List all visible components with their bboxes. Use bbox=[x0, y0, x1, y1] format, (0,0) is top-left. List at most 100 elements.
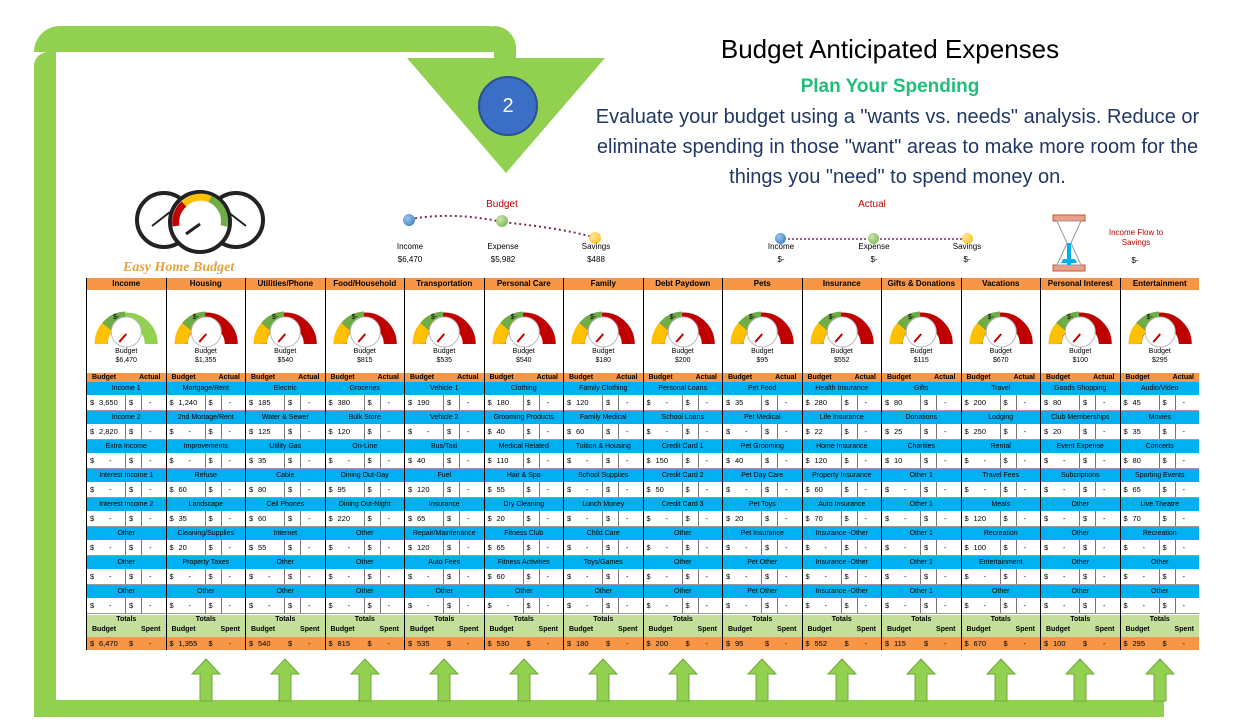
line-item-values[interactable]: $ 1,240 $ - bbox=[166, 395, 245, 411]
actual-amount[interactable]: - bbox=[944, 398, 947, 407]
budget-amount[interactable]: 120 bbox=[337, 427, 351, 436]
actual-amount[interactable]: - bbox=[626, 398, 629, 407]
line-item-values[interactable]: $ 80 $ - bbox=[882, 395, 961, 411]
actual-amount[interactable]: - bbox=[864, 456, 868, 465]
line-item-values[interactable]: $ 95 $ - bbox=[325, 482, 404, 498]
budget-amount[interactable]: 40 bbox=[417, 456, 426, 465]
actual-amount[interactable]: - bbox=[785, 572, 788, 581]
budget-amount[interactable]: 60 bbox=[258, 514, 267, 523]
budget-amount[interactable]: - bbox=[586, 601, 589, 610]
budget-amount[interactable]: - bbox=[347, 456, 351, 465]
line-item-values[interactable]: $ - $ - bbox=[961, 569, 1040, 585]
actual-amount[interactable]: - bbox=[546, 456, 550, 465]
budget-amount[interactable]: - bbox=[427, 601, 430, 610]
budget-amount[interactable]: - bbox=[586, 514, 589, 523]
actual-amount[interactable]: - bbox=[387, 601, 391, 610]
line-item-values[interactable]: $ 20 $ - bbox=[1041, 424, 1120, 440]
budget-amount[interactable]: - bbox=[1063, 485, 1066, 494]
actual-amount[interactable]: - bbox=[1182, 514, 1186, 523]
actual-amount[interactable]: - bbox=[944, 514, 947, 523]
actual-amount[interactable]: - bbox=[387, 514, 391, 523]
line-item-values[interactable]: $ 200 $ - bbox=[961, 395, 1040, 411]
actual-amount[interactable]: - bbox=[308, 543, 311, 552]
budget-amount[interactable]: - bbox=[347, 572, 351, 581]
budget-amount[interactable]: 220 bbox=[337, 514, 351, 523]
line-item-values[interactable]: $ - $ - bbox=[325, 598, 404, 614]
actual-amount[interactable]: - bbox=[149, 427, 152, 436]
budget-amount[interactable]: - bbox=[109, 572, 112, 581]
budget-amount[interactable]: - bbox=[745, 572, 748, 581]
actual-amount[interactable]: - bbox=[626, 456, 629, 465]
actual-amount[interactable]: - bbox=[467, 398, 470, 407]
actual-amount[interactable]: - bbox=[149, 398, 152, 407]
actual-amount[interactable]: - bbox=[308, 456, 311, 465]
line-item-values[interactable]: $ - $ - bbox=[564, 540, 643, 556]
line-item-values[interactable]: $ 110 $ - bbox=[484, 453, 563, 469]
budget-amount[interactable]: - bbox=[586, 572, 589, 581]
budget-amount[interactable]: - bbox=[1063, 514, 1066, 523]
actual-amount[interactable]: - bbox=[1182, 456, 1186, 465]
budget-amount[interactable]: 50 bbox=[655, 485, 664, 494]
actual-amount[interactable]: - bbox=[546, 398, 550, 407]
actual-amount[interactable]: - bbox=[1182, 601, 1186, 610]
budget-amount[interactable]: 20 bbox=[178, 543, 187, 552]
line-item-values[interactable]: $ - $ - bbox=[643, 424, 722, 440]
line-item-values[interactable]: $ - $ - bbox=[643, 598, 722, 614]
budget-amount[interactable]: 120 bbox=[973, 514, 987, 523]
line-item-values[interactable]: $ 220 $ - bbox=[325, 511, 404, 527]
actual-amount[interactable]: - bbox=[308, 601, 311, 610]
budget-amount[interactable]: - bbox=[824, 601, 828, 610]
actual-amount[interactable]: - bbox=[308, 485, 311, 494]
actual-amount[interactable]: - bbox=[387, 485, 391, 494]
budget-amount[interactable]: 20 bbox=[496, 514, 505, 523]
actual-amount[interactable]: - bbox=[1023, 427, 1027, 436]
budget-amount[interactable]: 80 bbox=[1053, 398, 1062, 407]
actual-amount[interactable]: - bbox=[149, 543, 152, 552]
actual-amount[interactable]: - bbox=[1103, 398, 1106, 407]
actual-amount[interactable]: - bbox=[785, 485, 788, 494]
line-item-values[interactable]: $ 380 $ - bbox=[325, 395, 404, 411]
budget-amount[interactable]: 180 bbox=[496, 398, 510, 407]
line-item-values[interactable]: $ - $ - bbox=[1041, 453, 1120, 469]
actual-amount[interactable]: - bbox=[1103, 572, 1106, 581]
line-item-values[interactable]: $ 35 $ - bbox=[166, 511, 245, 527]
actual-amount[interactable]: - bbox=[228, 601, 232, 610]
budget-amount[interactable]: 3,650 bbox=[99, 398, 118, 407]
actual-amount[interactable]: - bbox=[785, 514, 788, 523]
budget-amount[interactable]: 190 bbox=[417, 398, 430, 407]
line-item-values[interactable]: $ 35 $ - bbox=[1120, 424, 1199, 440]
line-item-values[interactable]: $ 185 $ - bbox=[246, 395, 325, 411]
line-item-values[interactable]: $ 65 $ - bbox=[1120, 482, 1199, 498]
actual-amount[interactable]: - bbox=[626, 601, 629, 610]
line-item-values[interactable]: $ 60 $ - bbox=[484, 569, 563, 585]
budget-amount[interactable]: - bbox=[665, 572, 669, 581]
line-item-values[interactable]: $ - $ - bbox=[564, 482, 643, 498]
line-item-values[interactable]: $ 60 $ - bbox=[166, 482, 245, 498]
line-item-values[interactable]: $ 65 $ - bbox=[484, 540, 563, 556]
actual-amount[interactable]: - bbox=[1182, 572, 1186, 581]
actual-amount[interactable]: - bbox=[864, 543, 868, 552]
actual-amount[interactable]: - bbox=[546, 427, 550, 436]
line-item-values[interactable]: $ 70 $ - bbox=[802, 511, 881, 527]
line-item-values[interactable]: $ - $ - bbox=[87, 569, 166, 585]
budget-amount[interactable]: - bbox=[1142, 601, 1146, 610]
line-item-values[interactable]: $ 20 $ - bbox=[723, 511, 802, 527]
budget-amount[interactable]: 35 bbox=[258, 456, 267, 465]
line-item-values[interactable]: $ - $ - bbox=[1041, 511, 1120, 527]
budget-amount[interactable]: - bbox=[904, 572, 907, 581]
line-item-values[interactable]: $ - $ - bbox=[87, 482, 166, 498]
budget-amount[interactable]: 35 bbox=[178, 514, 187, 523]
actual-amount[interactable]: - bbox=[944, 572, 947, 581]
actual-amount[interactable]: - bbox=[387, 543, 391, 552]
actual-amount[interactable]: - bbox=[1103, 601, 1106, 610]
actual-amount[interactable]: - bbox=[944, 427, 947, 436]
budget-amount[interactable]: 60 bbox=[814, 485, 823, 494]
line-item-values[interactable]: $ - $ - bbox=[723, 424, 802, 440]
budget-amount[interactable]: - bbox=[1063, 572, 1066, 581]
line-item-values[interactable]: $ - $ - bbox=[723, 482, 802, 498]
line-item-values[interactable]: $ - $ - bbox=[643, 569, 722, 585]
actual-amount[interactable]: - bbox=[149, 601, 152, 610]
actual-amount[interactable]: - bbox=[1023, 485, 1027, 494]
line-item-values[interactable]: $ 150 $ - bbox=[643, 453, 722, 469]
line-item-values[interactable]: $ - $ - bbox=[643, 511, 722, 527]
